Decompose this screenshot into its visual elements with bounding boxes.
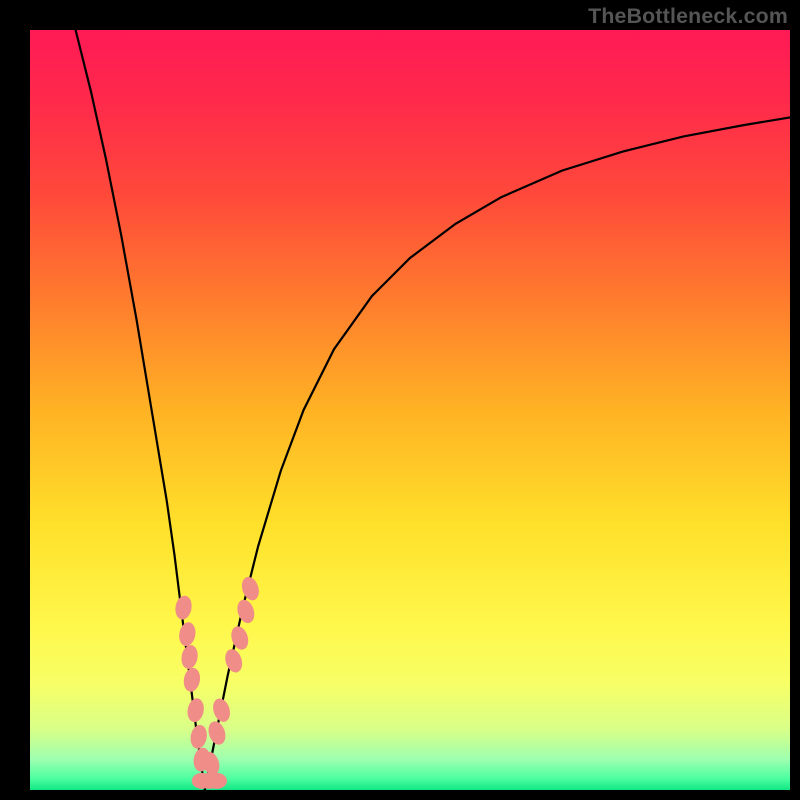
bead-marker xyxy=(186,697,206,723)
curve-right xyxy=(205,117,790,790)
bead-marker xyxy=(177,621,197,647)
bead-marker xyxy=(235,598,258,626)
watermark-text: TheBottleneck.com xyxy=(588,4,788,29)
bead-marker xyxy=(189,724,209,750)
bead-marker xyxy=(180,644,200,670)
chart-stage: TheBottleneck.com xyxy=(0,0,800,800)
bead-marker xyxy=(228,624,251,652)
bead-marker xyxy=(222,647,245,675)
curve-layer xyxy=(30,30,790,790)
bead-marker xyxy=(239,575,262,603)
bead-marker xyxy=(207,773,227,789)
beads-group xyxy=(174,575,262,789)
bead-marker xyxy=(182,667,202,693)
bead-marker xyxy=(206,719,229,747)
plot-area xyxy=(30,30,790,790)
bead-marker xyxy=(174,594,194,620)
bead-marker xyxy=(210,696,233,724)
